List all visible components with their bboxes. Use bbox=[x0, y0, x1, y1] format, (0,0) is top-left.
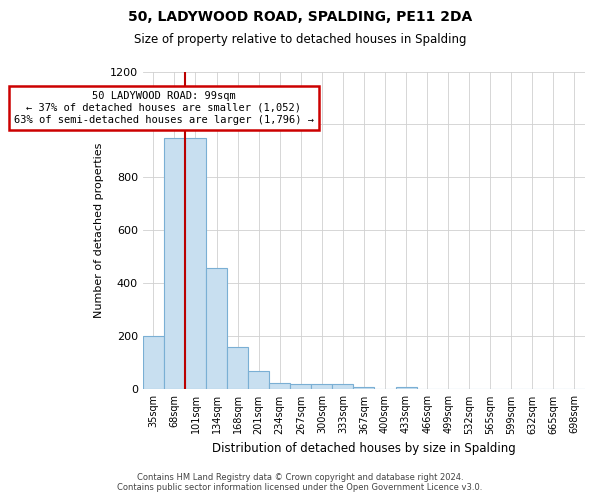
Bar bbox=[206, 268, 227, 390]
Bar bbox=[395, 387, 416, 390]
Bar bbox=[332, 384, 353, 390]
Bar bbox=[290, 384, 311, 390]
Bar bbox=[311, 384, 332, 390]
Bar bbox=[248, 371, 269, 390]
Bar bbox=[185, 138, 206, 390]
Y-axis label: Number of detached properties: Number of detached properties bbox=[94, 143, 104, 318]
Bar bbox=[227, 347, 248, 390]
Text: 50 LADYWOOD ROAD: 99sqm
← 37% of detached houses are smaller (1,052)
63% of semi: 50 LADYWOOD ROAD: 99sqm ← 37% of detache… bbox=[14, 92, 314, 124]
Text: Contains HM Land Registry data © Crown copyright and database right 2024.
Contai: Contains HM Land Registry data © Crown c… bbox=[118, 473, 482, 492]
Bar bbox=[269, 383, 290, 390]
Text: 50, LADYWOOD ROAD, SPALDING, PE11 2DA: 50, LADYWOOD ROAD, SPALDING, PE11 2DA bbox=[128, 10, 472, 24]
Bar bbox=[353, 387, 374, 390]
X-axis label: Distribution of detached houses by size in Spalding: Distribution of detached houses by size … bbox=[212, 442, 516, 455]
Bar bbox=[164, 138, 185, 390]
Text: Size of property relative to detached houses in Spalding: Size of property relative to detached ho… bbox=[134, 32, 466, 46]
Bar bbox=[143, 336, 164, 390]
